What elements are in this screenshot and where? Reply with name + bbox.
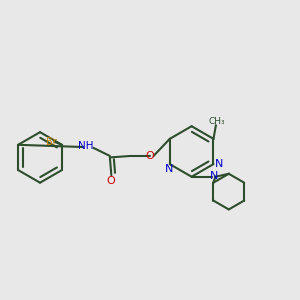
Text: N: N <box>210 171 218 181</box>
Text: CH₃: CH₃ <box>208 116 225 125</box>
Text: Br: Br <box>46 137 57 147</box>
Text: O: O <box>106 176 115 186</box>
Text: N: N <box>215 159 223 169</box>
Text: O: O <box>146 151 154 161</box>
Text: NH: NH <box>78 140 94 151</box>
Text: N: N <box>165 164 173 175</box>
